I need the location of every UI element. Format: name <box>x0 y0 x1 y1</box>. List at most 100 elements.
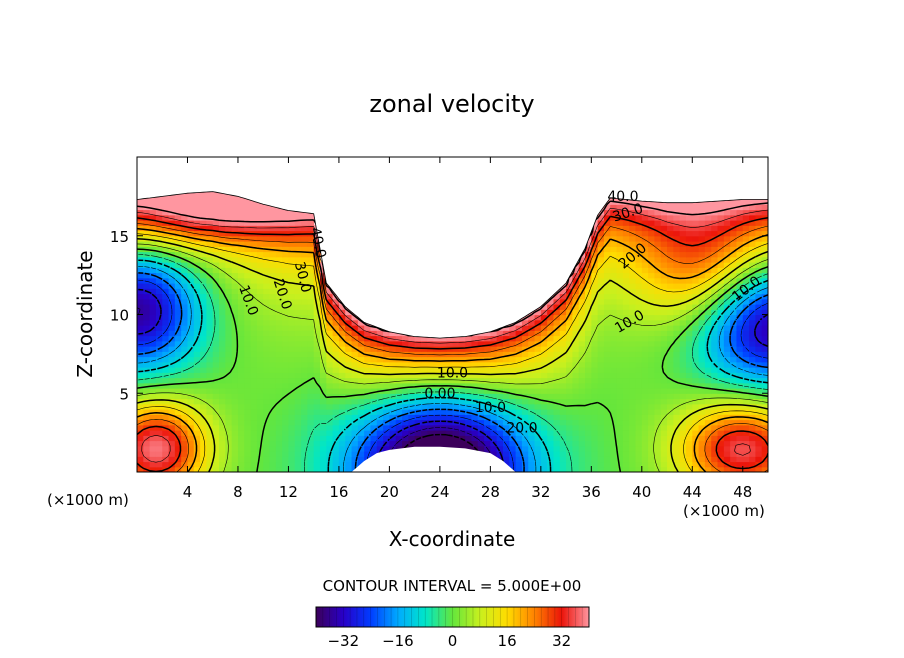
velocity-cell <box>730 251 738 258</box>
velocity-cell <box>225 414 233 421</box>
velocity-cell <box>357 440 365 447</box>
velocity-cell <box>155 340 163 347</box>
velocity-cell <box>181 319 189 326</box>
velocity-cell <box>559 335 567 342</box>
velocity-cell <box>711 220 719 226</box>
velocity-cell <box>452 403 460 410</box>
velocity-cell <box>237 330 245 337</box>
velocity-cell <box>679 403 687 410</box>
velocity-cell <box>761 235 768 242</box>
velocity-cell <box>275 246 283 253</box>
velocity-cell <box>345 451 353 457</box>
velocity-cell <box>181 398 189 405</box>
velocity-cell <box>673 235 681 242</box>
velocity-cell <box>736 246 744 253</box>
velocity-cell <box>730 356 738 363</box>
velocity-cell <box>528 456 536 463</box>
velocity-cell <box>515 372 523 379</box>
velocity-cell <box>155 445 163 452</box>
velocity-cell <box>193 398 201 405</box>
velocity-cell <box>622 340 630 347</box>
velocity-cell <box>395 346 403 352</box>
velocity-cell <box>307 393 315 400</box>
velocity-cell <box>162 246 170 253</box>
velocity-cell <box>572 466 580 472</box>
velocity-cell <box>155 220 163 226</box>
velocity-cell <box>749 204 756 211</box>
velocity-cell <box>269 435 277 442</box>
velocity-cell <box>465 398 473 405</box>
velocity-cell <box>256 346 264 352</box>
velocity-cell <box>616 440 624 447</box>
velocity-cell <box>275 251 283 258</box>
velocity-cell <box>364 398 372 405</box>
velocity-cell <box>143 304 151 310</box>
velocity-cell <box>496 456 504 463</box>
velocity-cell <box>685 293 693 300</box>
velocity-cell <box>294 461 302 468</box>
velocity-cell <box>585 456 592 463</box>
velocity-cell <box>723 319 731 326</box>
velocity-cell <box>597 409 605 415</box>
velocity-cell <box>200 272 208 279</box>
velocity-cell <box>692 262 700 268</box>
velocity-cell <box>547 335 555 342</box>
velocity-cell <box>742 346 750 352</box>
velocity-cell <box>225 382 233 389</box>
velocity-cell <box>749 220 756 226</box>
velocity-cell <box>187 461 195 468</box>
velocity-cell <box>723 377 731 384</box>
velocity-cell <box>395 445 403 452</box>
velocity-cell <box>200 393 208 400</box>
velocity-cell <box>168 382 176 389</box>
velocity-cell <box>704 225 712 232</box>
velocity-cell <box>692 367 700 373</box>
velocity-cell <box>294 466 302 472</box>
velocity-cell <box>749 272 756 279</box>
velocity-cell <box>755 435 763 442</box>
velocity-cell <box>427 414 435 421</box>
velocity-cell <box>143 225 151 232</box>
velocity-cell <box>648 272 656 279</box>
velocity-cell <box>528 461 536 468</box>
velocity-cell <box>143 346 151 352</box>
velocity-cell <box>749 262 756 268</box>
velocity-cell <box>364 430 372 436</box>
velocity-cell <box>749 225 756 232</box>
velocity-cell <box>294 398 302 405</box>
velocity-cell <box>383 393 390 400</box>
velocity-cell <box>616 451 624 457</box>
velocity-cell <box>206 377 214 384</box>
velocity-cell <box>193 199 201 205</box>
velocity-cell <box>168 424 176 431</box>
velocity-cell <box>345 445 353 452</box>
velocity-cell <box>206 414 214 421</box>
velocity-cell <box>338 440 346 447</box>
velocity-cell <box>559 409 567 415</box>
velocity-cell <box>673 388 681 394</box>
velocity-cell <box>225 361 233 368</box>
velocity-cell <box>761 225 768 232</box>
velocity-cell <box>288 424 296 431</box>
velocity-cell <box>698 372 706 379</box>
velocity-cell <box>591 272 599 279</box>
velocity-cell <box>294 283 302 289</box>
velocity-cell <box>269 309 277 316</box>
velocity-cell <box>149 288 157 295</box>
velocity-cell <box>736 267 744 274</box>
velocity-cell <box>155 309 163 316</box>
velocity-cell <box>282 235 290 242</box>
velocity-cell <box>181 204 189 211</box>
velocity-cell <box>572 361 580 368</box>
velocity-cell <box>635 335 643 342</box>
velocity-cell <box>692 414 700 421</box>
velocity-cell <box>237 325 245 331</box>
velocity-cell <box>383 424 390 431</box>
velocity-cell <box>685 456 693 463</box>
velocity-cell <box>200 372 208 379</box>
velocity-cell <box>275 435 283 442</box>
velocity-cell <box>263 283 271 289</box>
velocity-cell <box>629 251 637 258</box>
velocity-cell <box>597 214 605 221</box>
velocity-cell <box>635 314 643 321</box>
